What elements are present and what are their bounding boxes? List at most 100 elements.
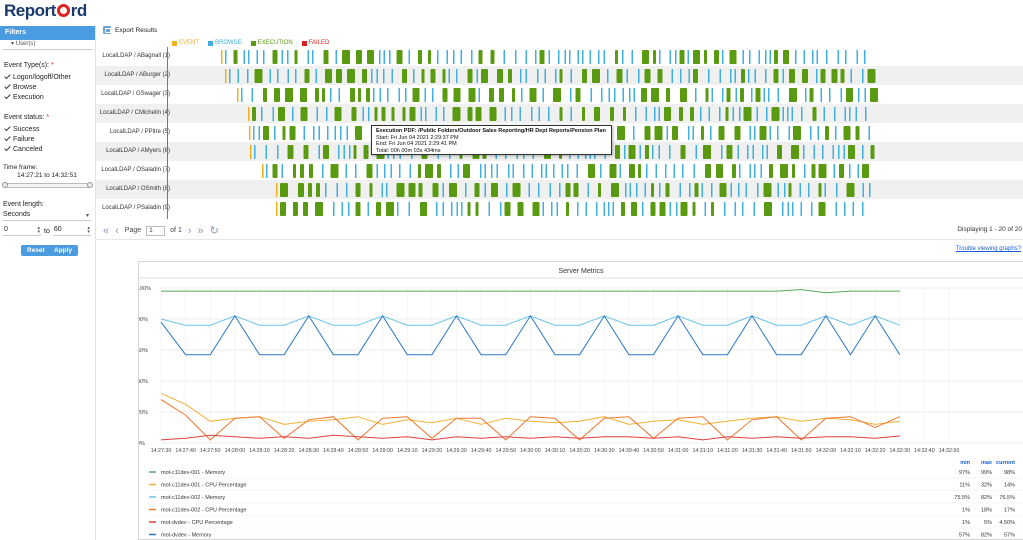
gantt-browse-mark[interactable] bbox=[265, 145, 268, 159]
gantt-browse-mark[interactable] bbox=[564, 50, 567, 64]
gantt-execution-mark[interactable] bbox=[315, 88, 319, 102]
gantt-browse-mark[interactable] bbox=[633, 88, 636, 102]
gantt-browse-mark[interactable] bbox=[548, 107, 550, 121]
gantt-execution-mark[interactable] bbox=[418, 50, 422, 64]
gantt-execution-mark[interactable] bbox=[396, 183, 405, 197]
gantt-browse-mark[interactable] bbox=[822, 145, 824, 159]
gantt-browse-mark[interactable] bbox=[569, 50, 571, 64]
gantt-execution-mark[interactable] bbox=[350, 88, 355, 102]
gantt-event-mark[interactable] bbox=[248, 107, 250, 121]
gantt-event-mark[interactable] bbox=[250, 145, 252, 159]
gantt-execution-mark[interactable] bbox=[716, 164, 723, 178]
gantt-execution-mark[interactable] bbox=[418, 164, 421, 178]
gantt-execution-mark[interactable] bbox=[631, 202, 637, 216]
gantt-browse-mark[interactable] bbox=[570, 88, 572, 102]
gantt-execution-mark[interactable] bbox=[323, 145, 329, 159]
gantt-browse-mark[interactable] bbox=[619, 164, 622, 178]
gantt-browse-mark[interactable] bbox=[749, 126, 752, 140]
gantt-execution-mark[interactable] bbox=[289, 126, 296, 140]
gantt-browse-mark[interactable] bbox=[277, 145, 279, 159]
gantt-browse-mark[interactable] bbox=[824, 183, 827, 197]
gantt-browse-mark[interactable] bbox=[665, 164, 667, 178]
gantt-execution-mark[interactable] bbox=[315, 202, 323, 216]
gantt-execution-mark[interactable] bbox=[783, 50, 789, 64]
gantt-browse-mark[interactable] bbox=[336, 183, 339, 197]
gantt-execution-mark[interactable] bbox=[644, 126, 651, 140]
gantt-execution-mark[interactable] bbox=[704, 50, 707, 64]
page-input[interactable]: 1 bbox=[146, 225, 166, 236]
gantt-execution-mark[interactable] bbox=[818, 202, 826, 216]
gantt-execution-mark[interactable] bbox=[376, 202, 381, 216]
gantt-execution-mark[interactable] bbox=[467, 107, 473, 121]
gantt-browse-mark[interactable] bbox=[442, 202, 445, 216]
gantt-browse-mark[interactable] bbox=[292, 107, 294, 121]
gantt-browse-mark[interactable] bbox=[576, 164, 579, 178]
gantt-execution-mark[interactable] bbox=[278, 107, 285, 121]
users-dropdown[interactable]: ▾ User(s) bbox=[3, 40, 92, 50]
gantt-browse-mark[interactable] bbox=[542, 88, 545, 102]
gantt-browse-mark[interactable] bbox=[708, 69, 710, 83]
gantt-browse-mark[interactable] bbox=[345, 164, 348, 178]
gantt-browse-mark[interactable] bbox=[443, 107, 445, 121]
gantt-browse-mark[interactable] bbox=[553, 164, 555, 178]
gantt-browse-mark[interactable] bbox=[803, 145, 805, 159]
gantt-browse-mark[interactable] bbox=[272, 107, 275, 121]
next-page-icon[interactable]: › bbox=[187, 224, 192, 237]
gantt-browse-mark[interactable] bbox=[762, 145, 764, 159]
gantt-browse-mark[interactable] bbox=[379, 50, 381, 64]
gantt-execution-mark[interactable] bbox=[653, 50, 656, 64]
gantt-browse-mark[interactable] bbox=[322, 164, 324, 178]
gantt-execution-mark[interactable] bbox=[425, 164, 433, 178]
gantt-browse-mark[interactable] bbox=[659, 50, 661, 64]
gantt-browse-mark[interactable] bbox=[719, 69, 722, 83]
gantt-browse-mark[interactable] bbox=[327, 126, 329, 140]
gantt-execution-mark[interactable] bbox=[442, 88, 448, 102]
gantt-browse-mark[interactable] bbox=[777, 88, 780, 102]
gantt-browse-mark[interactable] bbox=[420, 107, 423, 121]
gantt-browse-mark[interactable] bbox=[596, 202, 598, 216]
series-legend-label[interactable]: mot-c11dev-002 - Memory bbox=[161, 495, 225, 501]
gantt-browse-mark[interactable] bbox=[460, 50, 463, 64]
gantt-browse-mark[interactable] bbox=[633, 126, 635, 140]
gantt-browse-mark[interactable] bbox=[711, 183, 713, 197]
gantt-browse-mark[interactable] bbox=[263, 50, 265, 64]
gantt-execution-mark[interactable] bbox=[629, 164, 635, 178]
gantt-browse-mark[interactable] bbox=[373, 88, 375, 102]
gantt-browse-mark[interactable] bbox=[531, 107, 533, 121]
gantt-browse-mark[interactable] bbox=[739, 164, 741, 178]
gantt-execution-mark[interactable] bbox=[358, 88, 361, 102]
gantt-browse-mark[interactable] bbox=[287, 69, 290, 83]
gantt-execution-mark[interactable] bbox=[855, 126, 860, 140]
gantt-browse-mark[interactable] bbox=[708, 107, 711, 121]
gantt-execution-mark[interactable] bbox=[351, 107, 357, 121]
gantt-browse-mark[interactable] bbox=[788, 126, 791, 140]
gantt-browse-mark[interactable] bbox=[561, 164, 564, 178]
gantt-browse-mark[interactable] bbox=[747, 145, 749, 159]
gantt-browse-mark[interactable] bbox=[488, 202, 491, 216]
gantt-browse-mark[interactable] bbox=[500, 202, 502, 216]
gantt-execution-mark[interactable] bbox=[740, 88, 744, 102]
gantt-execution-mark[interactable] bbox=[862, 164, 869, 178]
gantt-execution-mark[interactable] bbox=[402, 107, 406, 121]
gantt-execution-mark[interactable] bbox=[304, 69, 310, 83]
gantt-browse-mark[interactable] bbox=[450, 164, 452, 178]
gantt-execution-mark[interactable] bbox=[381, 107, 386, 121]
gantt-browse-mark[interactable] bbox=[808, 183, 810, 197]
gantt-browse-mark[interactable] bbox=[476, 69, 479, 83]
gantt-browse-mark[interactable] bbox=[251, 88, 254, 102]
gantt-execution-mark[interactable] bbox=[763, 183, 772, 197]
length-max-input[interactable]: 60 ▴ ▾ bbox=[52, 226, 91, 236]
gantt-execution-mark[interactable] bbox=[272, 50, 278, 64]
first-page-icon[interactable]: « bbox=[103, 224, 110, 237]
gantt-execution-mark[interactable] bbox=[497, 69, 503, 83]
gantt-execution-mark[interactable] bbox=[725, 107, 729, 121]
gantt-browse-mark[interactable] bbox=[408, 50, 411, 64]
gantt-execution-mark[interactable] bbox=[774, 50, 778, 64]
gantt-browse-mark[interactable] bbox=[269, 69, 272, 83]
gantt-browse-mark[interactable] bbox=[751, 88, 753, 102]
gantt-browse-mark[interactable] bbox=[745, 183, 748, 197]
gantt-execution-mark[interactable] bbox=[322, 88, 325, 102]
gantt-browse-mark[interactable] bbox=[225, 50, 227, 64]
gantt-browse-mark[interactable] bbox=[435, 107, 438, 121]
gantt-browse-mark[interactable] bbox=[676, 202, 678, 216]
